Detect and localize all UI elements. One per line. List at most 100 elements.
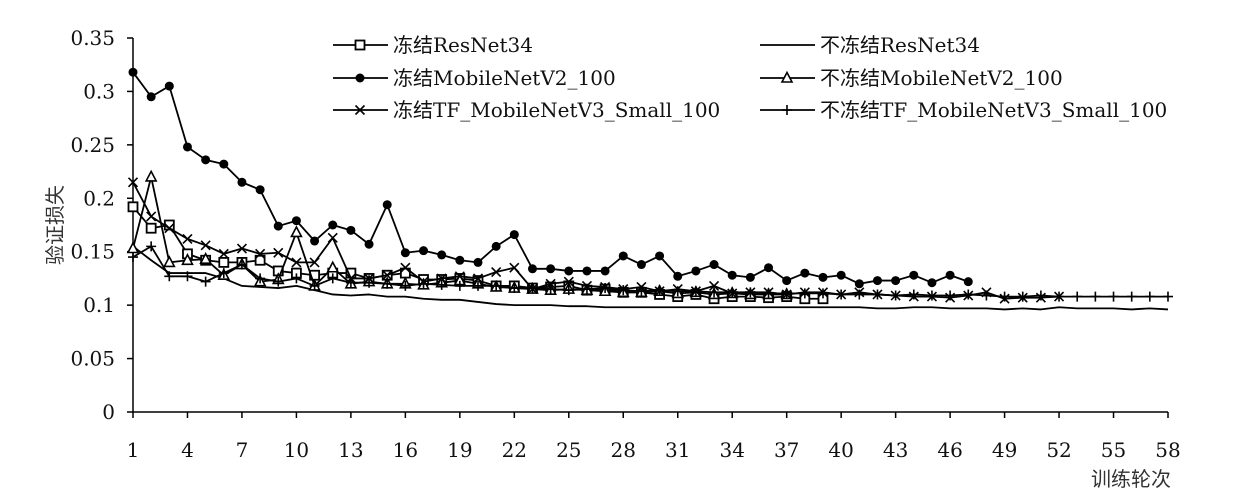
data-point: [364, 239, 374, 249]
data-point: [418, 278, 429, 289]
data-point: [582, 266, 592, 276]
data-point: [945, 290, 956, 301]
data-point: [364, 277, 375, 288]
x-tick-label: 40: [828, 438, 853, 462]
data-point: [146, 241, 157, 252]
data-point: [255, 248, 266, 259]
y-tick-label: 0: [102, 400, 115, 424]
data-point: [563, 276, 574, 287]
data-point: [600, 266, 610, 276]
data-point: [126, 241, 140, 254]
data-point: [745, 272, 755, 282]
data-point: [909, 270, 919, 280]
x-tick-label: 37: [774, 438, 799, 462]
data-point: [218, 268, 229, 279]
legend-item: 不冻结ResNet34: [760, 33, 980, 57]
x-tick-label: 19: [447, 438, 472, 462]
data-point: [346, 225, 356, 235]
data-point: [309, 257, 320, 268]
data-point: [327, 273, 338, 284]
data-point: [354, 39, 366, 51]
data-point: [963, 277, 973, 287]
data-point: [400, 262, 411, 273]
x-tick-label: 34: [719, 438, 744, 462]
data-point: [618, 285, 629, 296]
data-point: [144, 169, 158, 182]
data-point: [691, 266, 701, 276]
data-point: [419, 246, 429, 256]
x-tick-label: 7: [236, 438, 249, 462]
legend-item: 冻结MobileNetV2_100: [333, 66, 616, 90]
x-tick-label: 43: [883, 438, 908, 462]
data-point: [509, 230, 519, 240]
data-point: [799, 288, 810, 299]
data-point: [273, 276, 284, 287]
data-point: [1054, 291, 1065, 302]
data-point: [491, 266, 502, 278]
data-point: [473, 280, 483, 291]
data-point: [218, 248, 229, 259]
x-tick-label: 16: [393, 438, 418, 462]
series-4: [127, 177, 1065, 304]
data-point: [164, 271, 175, 282]
data-point: [354, 104, 366, 116]
data-point: [545, 278, 556, 289]
data-point: [290, 225, 303, 238]
data-point: [491, 241, 501, 251]
data-point: [781, 288, 792, 299]
data-point: [455, 255, 465, 265]
data-point: [618, 251, 628, 261]
data-point: [436, 279, 447, 290]
x-tick-label: 31: [665, 438, 690, 462]
data-point: [818, 272, 828, 282]
data-point: [764, 263, 774, 273]
data-point: [727, 287, 738, 298]
data-point: [128, 67, 138, 77]
data-point: [382, 278, 393, 289]
data-point: [581, 284, 592, 295]
data-point: [1017, 291, 1028, 302]
data-point: [345, 277, 356, 288]
legend-item: 不冻结TF_MobileNetV3_Small_100: [760, 98, 1167, 122]
data-point: [200, 276, 211, 287]
series-line: [132, 245, 1169, 311]
data-point: [437, 250, 447, 260]
data-point: [509, 262, 520, 273]
x-tick-label: 10: [284, 438, 309, 462]
y-tick-label: 0.25: [70, 133, 115, 157]
data-point: [945, 270, 955, 280]
data-point: [454, 271, 465, 282]
data-point: [563, 285, 574, 296]
data-point: [219, 159, 229, 169]
x-tick-label: 25: [556, 438, 581, 462]
data-point: [1126, 291, 1137, 302]
data-point: [854, 289, 865, 300]
data-point: [709, 287, 720, 298]
data-point: [164, 81, 174, 91]
x-tick-label: 13: [338, 438, 363, 462]
legend-label: 冻结MobileNetV2_100: [393, 66, 616, 90]
x-tick-label: 49: [992, 438, 1017, 462]
data-point: [382, 270, 393, 281]
data-point: [436, 273, 447, 284]
series-2: [128, 67, 973, 289]
data-point: [199, 251, 212, 264]
legend-item: 不冻结MobileNetV2_100: [760, 66, 1063, 90]
data-point: [200, 240, 211, 251]
data-point: [236, 259, 247, 270]
data-point: [273, 247, 284, 258]
data-point: [963, 289, 974, 300]
data-point: [309, 280, 320, 291]
x-axis-title: 训练轮次: [1091, 467, 1171, 491]
data-point: [709, 260, 719, 270]
data-point: [545, 284, 556, 295]
data-point: [1108, 291, 1119, 302]
data-point: [146, 211, 157, 222]
data-point: [164, 223, 175, 234]
y-ticks: 0 0.05 0.1 0.15 0.2 0.25 0.3 0.35: [70, 26, 133, 424]
data-point: [836, 270, 846, 280]
data-point: [182, 233, 193, 244]
data-point: [201, 155, 211, 165]
data-point: [654, 285, 665, 296]
